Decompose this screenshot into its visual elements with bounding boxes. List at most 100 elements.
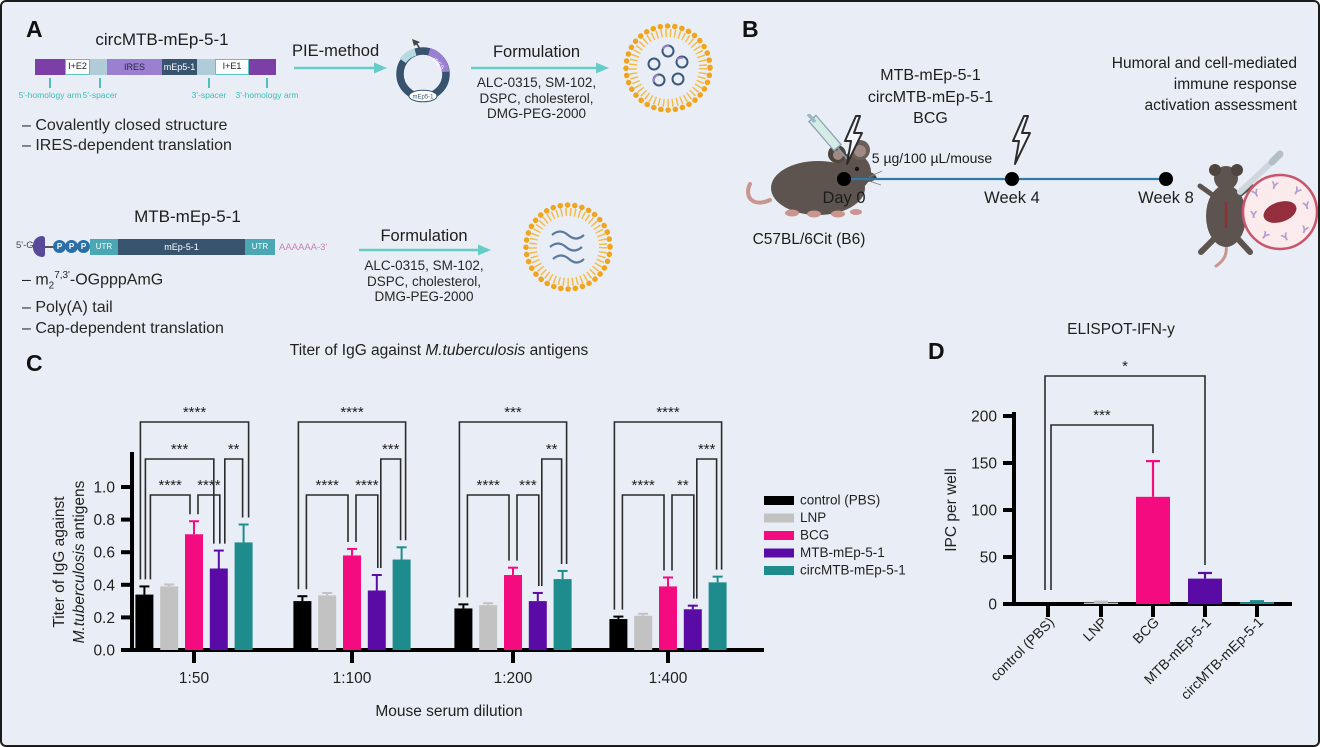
phosphate-icon: P [65, 240, 78, 253]
assessment-line: Humoral and cell-mediated [1111, 55, 1297, 72]
legend-swatch [764, 566, 794, 575]
mrna-utr5-segment: UTR [90, 239, 118, 255]
panel-d-category: LNP [1080, 614, 1111, 645]
segment-i-e2: I+E2 [65, 59, 90, 75]
svg-text:****: **** [197, 477, 221, 494]
svg-text:1.0: 1.0 [93, 480, 115, 497]
formulation-label-1: Formulation [492, 43, 581, 61]
mrna-cap-linker [45, 246, 54, 248]
svg-text:0.8: 0.8 [93, 512, 115, 529]
bolt-icon [844, 115, 863, 165]
callout-tick [99, 78, 101, 88]
svg-text:Y: Y [1301, 200, 1313, 213]
mrna-cap-icon [33, 236, 45, 257]
svg-text:200: 200 [971, 409, 997, 426]
segment-ires: IRES [107, 59, 162, 75]
circ-construct-diagram: I+E2 IRES mEp5-1 I+E1 [35, 59, 276, 75]
bar [1240, 602, 1274, 604]
bar [135, 594, 154, 650]
svg-text:****: **** [183, 404, 207, 421]
bolt-icon [1012, 115, 1031, 165]
mrna-bullet-translation: – Cap-dependent translation [22, 319, 224, 337]
segment-i-e1: I+E1 [215, 59, 249, 75]
bar [683, 609, 702, 650]
circ-bullet-2: – IRES-dependent translation [22, 137, 232, 154]
legend-label: BCG [800, 528, 829, 543]
circ-construct-title: circMTB-mEp-5-1 [95, 30, 229, 49]
legend-label: control (PBS) [800, 493, 880, 508]
mrna-polya-label: AAAAAA-3' [279, 242, 328, 253]
bar [454, 608, 473, 650]
svg-text:****: **** [316, 477, 340, 494]
mouse-strain-label: C57BL/6Cit (B6) [752, 231, 866, 248]
svg-text:150: 150 [971, 456, 997, 473]
bar [318, 595, 337, 650]
svg-text:0.4: 0.4 [93, 577, 115, 594]
formulation-line: DSPC, cholesterol, [366, 273, 482, 289]
panel-c-xlabel: Mouse serum dilution [375, 703, 522, 720]
bar [553, 579, 572, 650]
formulation-arrow-2-icon [359, 244, 491, 256]
svg-text:****: **** [355, 477, 379, 494]
svg-text:0.6: 0.6 [93, 545, 115, 562]
pie-method-arrow-icon [294, 62, 387, 74]
panel-a-label: A [26, 16, 43, 42]
svg-text:0.0: 0.0 [93, 643, 115, 660]
mrna-construct-title: MTB-mEp-5-1 [134, 207, 241, 226]
bar [708, 582, 727, 650]
timepoint-week4: Week 4 [984, 189, 1040, 207]
spleen-analysis-icon: Y Y Y Y Y Y Y Y [1197, 150, 1318, 268]
mrna-bullet-polya: – Poly(A) tail [22, 298, 113, 316]
assessment-line: activation assessment [1144, 97, 1298, 114]
svg-text:***: *** [698, 441, 716, 458]
agent-bcg: BCG [913, 110, 948, 127]
bar [1084, 602, 1118, 604]
svg-text:100: 100 [971, 503, 997, 520]
bar [634, 615, 653, 650]
phosphate-icon: P [77, 240, 90, 253]
bar [392, 559, 411, 650]
circ-bullets: – Covalently closed structure – IRES-dep… [22, 116, 232, 156]
lnp-mrna-icon [523, 202, 613, 292]
legend-label: MTB-mEp-5-1 [800, 545, 885, 560]
mrna-gene-segment: mEp-5-1 [118, 239, 245, 255]
panel-b-label: B [742, 16, 759, 42]
panel-c-title: Titer of IgG against M.tuberculosis anti… [290, 342, 589, 359]
svg-text:****: **** [656, 404, 680, 421]
bar [293, 601, 312, 650]
callout-tick [49, 78, 51, 88]
svg-text:0.2: 0.2 [93, 610, 115, 627]
formulation-line: DSPC, cholesterol, [479, 90, 594, 106]
legend-label: LNP [800, 510, 826, 525]
panel-c-ylabel-line2: M.tuberculosis antigens [71, 480, 88, 643]
legend-swatch [764, 548, 794, 558]
panel-d-title: ELISPOT-IFN-y [1067, 321, 1175, 338]
svg-text:***: *** [171, 441, 189, 458]
svg-text:**: ** [546, 441, 558, 458]
svg-text:***: *** [504, 404, 522, 421]
timeline [837, 172, 1173, 186]
callout-5-spacer: 5'-spacer [82, 90, 118, 100]
callout-tick [208, 78, 210, 88]
formulation-line: DMG-PEG-2000 [374, 289, 474, 304]
timepoint-week8: Week 8 [1138, 189, 1194, 207]
bar [209, 568, 228, 650]
segment-mep5-1: mEp5-1 [162, 59, 197, 75]
mrna-utr3-segment: UTR [245, 239, 275, 255]
segment-5-homology-arm [35, 59, 65, 75]
pie-method-label: PIE-method [292, 42, 380, 60]
agent-mtb: MTB-mEp-5-1 [880, 67, 981, 84]
bar [185, 534, 203, 650]
bar [609, 619, 628, 650]
bar [234, 542, 253, 650]
formulation-lines-1: ALC-0315, SM-102, DSPC, cholesterol, DMG… [454, 75, 619, 122]
dose-label: 5 µg/100 µL/mouse [871, 150, 993, 166]
formulation-lines-2: ALC-0315, SM-102, DSPC, cholesterol, DMG… [348, 258, 500, 305]
callout-tick [266, 78, 268, 88]
bar [528, 601, 547, 650]
panel-c-significance: ******* ****** *************** ************… [139, 404, 723, 610]
